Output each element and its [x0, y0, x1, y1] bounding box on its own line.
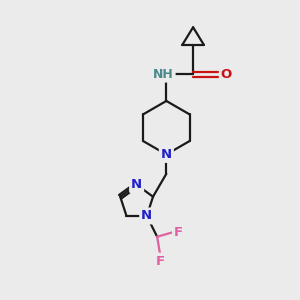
- Text: NH: NH: [153, 68, 174, 81]
- Text: F: F: [174, 226, 183, 239]
- Text: N: N: [131, 178, 142, 191]
- Text: O: O: [221, 68, 232, 81]
- Text: F: F: [156, 255, 165, 268]
- Text: N: N: [141, 209, 152, 223]
- Text: N: N: [161, 148, 172, 161]
